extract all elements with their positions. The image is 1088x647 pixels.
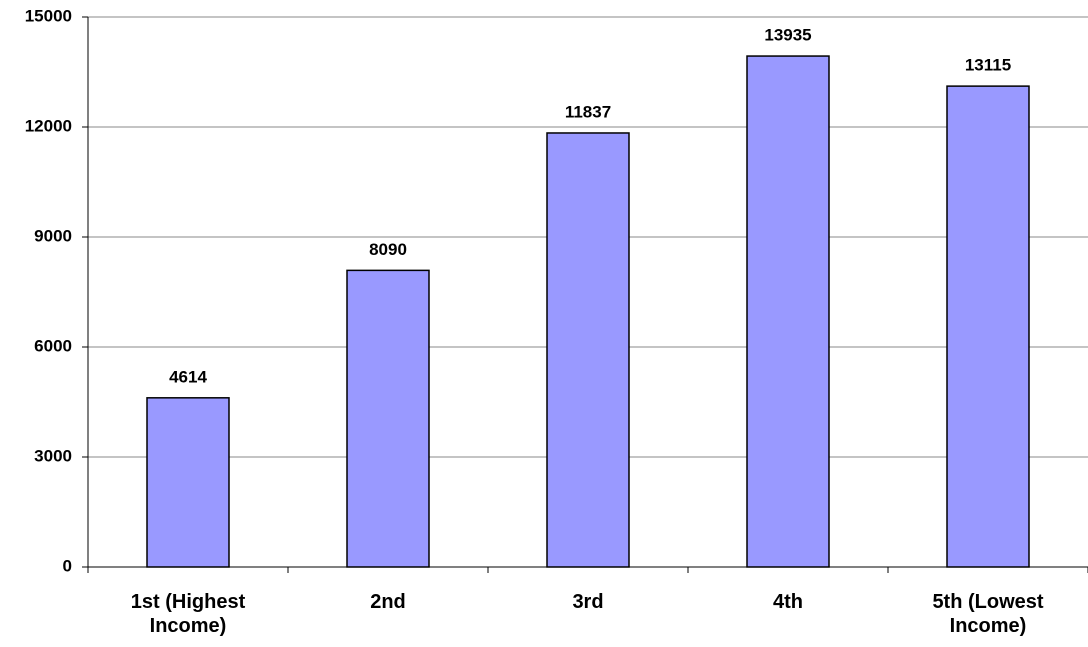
value-label: 13935 [764, 26, 811, 45]
x-tick-label: 2nd [370, 591, 406, 613]
bar [746, 55, 830, 568]
bar [346, 269, 430, 568]
y-tick-label: 3000 [34, 446, 72, 465]
x-tick-label: 5th (Lowest Income) [932, 591, 1044, 637]
y-tick-label: 9000 [34, 226, 72, 245]
x-tick-label: 3rd [572, 591, 604, 613]
value-label: 8090 [369, 240, 407, 259]
value-label: 13115 [965, 56, 1011, 75]
value-label: 11837 [565, 102, 611, 121]
y-tick-label: 15000 [25, 6, 72, 25]
y-tick-label: 0 [63, 556, 72, 575]
value-label: 4614 [169, 367, 207, 386]
y-tick-label: 12000 [25, 116, 72, 135]
bar [146, 397, 230, 568]
bar [946, 85, 1030, 568]
x-tick-label: 4th [773, 591, 803, 613]
bar [546, 132, 630, 568]
x-tick-label: 1st (Highest Income) [130, 591, 246, 637]
y-tick-label: 6000 [34, 336, 72, 355]
